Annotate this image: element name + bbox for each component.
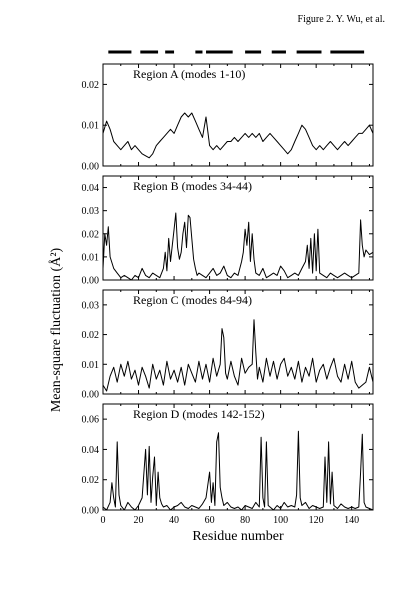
panel-0: 0.00 0.01 0.02 Region A (modes 1-10) <box>82 63 374 173</box>
y-tick-label: 0.00 <box>82 276 100 287</box>
panel-frame <box>102 289 374 395</box>
y-tick-label: 0.02 <box>82 330 100 341</box>
panel-1: 0.00 0.01 0.02 0.03 0.04 Region B (modes 34-4… <box>82 175 374 287</box>
panel-title: Region B (modes 34-44) <box>133 179 252 193</box>
y-axis-title: Mean-square fluctuation (Å²) <box>48 247 64 412</box>
series-line <box>102 212 374 281</box>
panel-title: Region C (modes 84-94) <box>133 293 252 307</box>
panel-frame <box>102 175 374 281</box>
series-line <box>102 112 374 159</box>
y-tick-label: 0.02 <box>82 229 100 240</box>
y-tick-label: 0.01 <box>82 121 100 132</box>
x-tick-label: 140 <box>344 515 359 526</box>
series-line <box>102 430 374 511</box>
y-tick-label: 0.01 <box>82 252 100 263</box>
y-tick-label: 0.03 <box>82 206 100 217</box>
panel-title: Region D (modes 142-152) <box>133 407 265 421</box>
y-tick-label: 0.04 <box>82 445 100 456</box>
x-tick-label: 100 <box>273 515 288 526</box>
y-tick-label: 0.02 <box>82 80 100 91</box>
x-tick-label: 120 <box>309 515 324 526</box>
y-tick-label: 0.02 <box>82 475 100 486</box>
y-tick-label: 0.04 <box>82 183 100 194</box>
series-line <box>102 319 374 392</box>
y-tick-label: 0.06 <box>82 415 100 426</box>
y-tick-label: 0.01 <box>82 360 100 371</box>
y-tick-label: 0.00 <box>82 390 100 401</box>
panel-frame <box>102 403 374 511</box>
x-tick-label: 20 <box>134 515 144 526</box>
panel-2: 0.00 0.01 0.02 0.03 Region C (modes 84-94) <box>82 289 374 401</box>
x-axis-title: Residue number <box>192 529 284 544</box>
panel-frame <box>102 63 374 167</box>
panel-title: Region A (modes 1-10) <box>133 67 245 81</box>
y-tick-label: 0.00 <box>82 506 100 517</box>
figure-caption: Figure 2. Y. Wu, et al. <box>297 14 385 25</box>
x-tick-label: 80 <box>240 515 250 526</box>
y-tick-label: 0.03 <box>82 300 100 311</box>
x-tick-label: 0 <box>101 515 106 526</box>
panel-3: 0.00 0.02 0.04 0.06 0 20 40 60 80 100 120 140 Region… <box>82 403 374 526</box>
x-tick-label: 40 <box>169 515 179 526</box>
x-tick-label: 60 <box>205 515 215 526</box>
y-tick-label: 0.00 <box>82 162 100 173</box>
